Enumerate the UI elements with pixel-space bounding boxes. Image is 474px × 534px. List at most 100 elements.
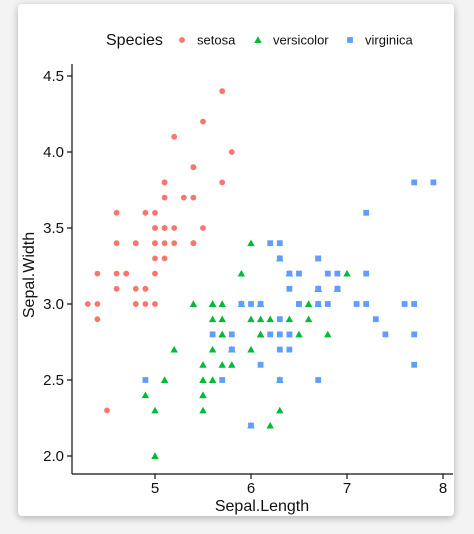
legend-item-versicolor: versicolor: [254, 33, 329, 48]
setosa-point: [142, 285, 149, 292]
setosa-point: [142, 209, 149, 216]
virginica-point: [324, 270, 331, 277]
setosa-point: [152, 209, 158, 216]
versicolor-point: [247, 345, 255, 353]
setosa-point: [171, 133, 178, 140]
versicolor-point: [218, 361, 226, 368]
virginica-point: [276, 316, 283, 323]
virginica-point: [257, 361, 264, 368]
setosa-point: [132, 240, 139, 247]
setosa-point: [161, 179, 168, 186]
virginica-point: [257, 301, 264, 307]
legend-label-versicolor: versicolor: [273, 33, 329, 48]
y-tick-label: 2.0: [43, 448, 64, 465]
setosa-point: [104, 407, 110, 414]
virginica-point: [411, 331, 418, 338]
versicolor-point: [199, 391, 207, 399]
legend-label-virginica: virginica: [365, 33, 413, 48]
versicolor-point: [266, 421, 274, 429]
versicolor-point: [208, 300, 217, 307]
versicolor-point: [285, 315, 294, 323]
setosa-point: [200, 118, 206, 125]
versicolor-legend-key: [254, 36, 262, 43]
setosa-point: [94, 316, 101, 323]
virginica-point: [363, 270, 370, 277]
virginica-point: [315, 377, 322, 383]
versicolor-point: [208, 315, 217, 323]
virginica-point: [353, 301, 360, 307]
versicolor-point: [170, 345, 178, 353]
versicolor-point: [218, 315, 226, 323]
versicolor-point: [324, 330, 332, 338]
setosa-point: [219, 88, 226, 95]
versicolor-point: [208, 345, 217, 353]
setosa-point: [219, 179, 226, 186]
virginica-point: [315, 255, 322, 262]
setosa-point: [171, 225, 178, 231]
virginica-point: [315, 301, 322, 307]
virginica-point: [430, 179, 437, 186]
virginica-point: [363, 209, 370, 216]
y-tick-label: 3.0: [43, 296, 64, 313]
setosa-point: [228, 149, 235, 155]
virginica-point: [228, 331, 235, 338]
x-tick-label: 6: [247, 480, 255, 497]
versicolor-point: [151, 452, 159, 459]
versicolor-point: [199, 376, 207, 383]
y-tick-label: 4.0: [43, 144, 64, 161]
series-versicolor: [141, 239, 351, 459]
virginica-point: [296, 301, 302, 307]
versicolor-point: [141, 391, 150, 399]
versicolor-point: [208, 376, 217, 383]
setosa-point: [161, 225, 168, 231]
y-tick-label: 2.5: [43, 372, 64, 389]
virginica-point: [267, 331, 274, 338]
setosa-point: [94, 270, 101, 277]
virginica-point: [315, 285, 322, 292]
virginica-point: [276, 255, 283, 262]
virginica-point: [219, 377, 226, 383]
versicolor-point: [256, 315, 265, 323]
setosa-point: [180, 194, 187, 201]
setosa-point: [152, 240, 158, 247]
setosa-point: [200, 225, 206, 231]
x-tick-label: 8: [439, 480, 447, 497]
y-tick-label: 3.5: [43, 220, 64, 237]
versicolor-point: [199, 361, 207, 368]
versicolor-point: [237, 269, 246, 277]
versicolor-point: [247, 315, 255, 323]
virginica-point: [411, 361, 418, 368]
virginica-point: [286, 270, 293, 277]
virginica-point: [401, 301, 408, 307]
points-layer: [84, 88, 437, 459]
virginica-point: [238, 301, 245, 307]
virginica-point: [267, 240, 274, 247]
virginica-point: [411, 179, 418, 186]
versicolor-point: [189, 300, 198, 307]
virginica-point: [334, 285, 341, 292]
virginica-point: [286, 346, 293, 353]
setosa-point: [152, 225, 158, 231]
versicolor-point: [304, 315, 313, 323]
setosa-point: [161, 255, 168, 262]
virginica-point: [276, 240, 283, 247]
setosa-point: [190, 240, 197, 247]
virginica-legend-key: [347, 37, 353, 43]
setosa-point: [152, 301, 158, 307]
versicolor-point: [276, 406, 284, 414]
setosa-point: [84, 301, 91, 307]
versicolor-point: [343, 269, 351, 277]
legend-label-setosa: setosa: [197, 33, 236, 48]
virginica-point: [372, 316, 379, 323]
versicolor-point: [266, 315, 274, 323]
versicolor-point: [295, 330, 303, 338]
virginica-point: [363, 301, 370, 307]
plot-card: [18, 4, 454, 516]
setosa-point: [113, 240, 120, 247]
setosa-point: [132, 285, 139, 292]
setosa-point: [123, 270, 130, 277]
setosa-point: [161, 194, 168, 201]
virginica-point: [286, 331, 293, 338]
versicolor-point: [256, 330, 265, 338]
